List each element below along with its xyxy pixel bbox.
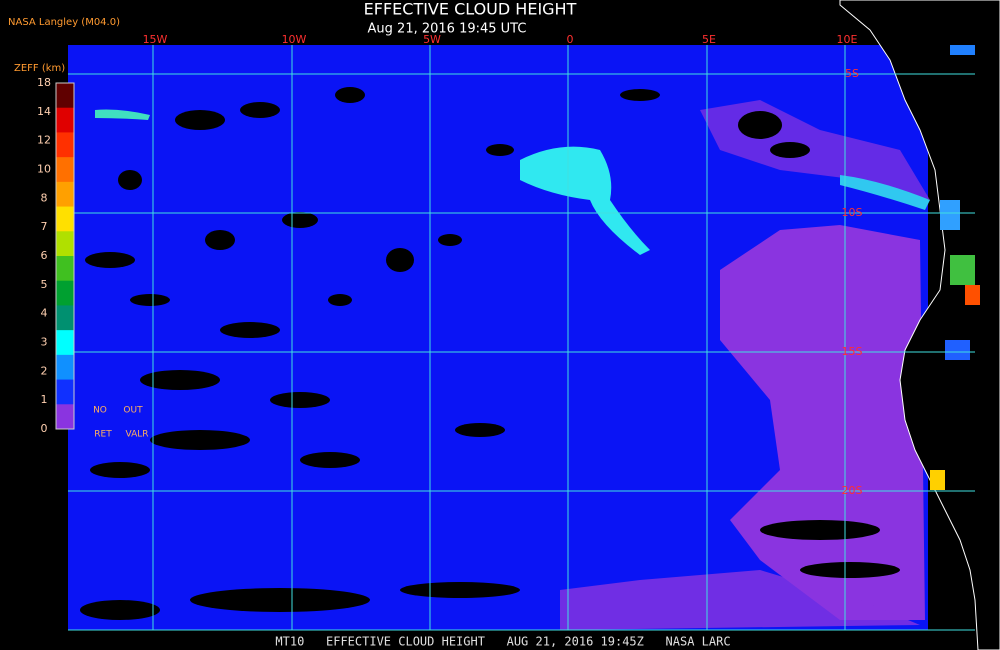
latitude-label: 20S xyxy=(842,484,863,497)
legend-swatch xyxy=(56,132,74,158)
legend-tick-label: 1 xyxy=(41,393,48,406)
clear-sky xyxy=(80,87,900,620)
longitude-label: 0 xyxy=(567,33,574,46)
title: EFFECTIVE CLOUD HEIGHT xyxy=(364,0,577,19)
legend-swatch xyxy=(56,305,74,331)
low-cloud-region xyxy=(720,225,925,620)
legend-note: VALR xyxy=(125,430,148,440)
legend-swatch xyxy=(56,280,74,306)
latitude-label: 5S xyxy=(845,67,859,80)
legend-title: ZEFF (km) xyxy=(14,63,65,74)
longitude-label: 10E xyxy=(837,33,858,46)
legend-tick-label: 6 xyxy=(41,249,48,262)
graticule: 15W 10W 5W 0 5E 10E 5S 10S 15S 20S xyxy=(68,33,975,631)
subtitle: Aug 21, 2016 19:45 UTC xyxy=(368,22,527,37)
latitude-label: 10S xyxy=(842,206,863,219)
legend-note: NO xyxy=(93,406,107,416)
legend-swatch xyxy=(56,330,74,356)
legend-swatch xyxy=(56,404,74,430)
legend-tick-label: 2 xyxy=(41,364,48,377)
low-cloud-region xyxy=(560,570,920,630)
mid-cloud xyxy=(95,109,150,120)
footer: MT10 EFFECTIVE CLOUD HEIGHT AUG 21, 2016… xyxy=(275,635,730,649)
legend-swatch xyxy=(56,206,74,232)
coastline xyxy=(839,0,1000,650)
legend-tick-label: 12 xyxy=(37,134,51,147)
longitude-label: 5W xyxy=(423,33,441,46)
legend-swatch xyxy=(56,354,74,381)
imagery xyxy=(68,0,1000,650)
legend-tick-label: 0 xyxy=(41,422,48,435)
legend-tick-label: 3 xyxy=(41,336,48,349)
legend-tick-label: 10 xyxy=(37,163,51,176)
mid-cloud xyxy=(520,146,650,255)
legend-tick-label: 18 xyxy=(37,76,51,89)
legend-swatch xyxy=(56,181,74,208)
legend-swatch xyxy=(56,83,74,109)
land-clouds xyxy=(930,45,980,490)
legend-note: OUT xyxy=(123,406,143,416)
mid-cloud xyxy=(840,175,930,210)
legend-tick-label: 4 xyxy=(41,307,48,320)
legend-frame xyxy=(55,82,75,430)
longitude-label: 10W xyxy=(282,33,307,46)
legend-tick-label: 8 xyxy=(41,191,48,204)
legend-tick-label: 7 xyxy=(41,220,48,233)
latitude-label: 15S xyxy=(842,345,863,358)
longitude-label: 15W xyxy=(143,33,168,46)
legend-swatch xyxy=(56,157,74,183)
legend-tick-label: 5 xyxy=(41,278,48,291)
legend-swatch xyxy=(56,231,74,257)
source-label: NASA Langley (M04.0) xyxy=(8,17,120,28)
legend-tick-label: 14 xyxy=(37,105,51,118)
legend-swatch xyxy=(56,256,74,282)
longitude-label: 5E xyxy=(702,33,716,46)
legend-note: RET xyxy=(94,430,112,440)
legend-swatch xyxy=(56,107,74,133)
legend-swatch xyxy=(56,379,74,405)
